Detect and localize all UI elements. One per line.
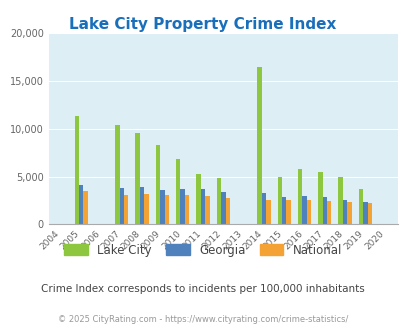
Bar [156,145,160,224]
Bar [180,189,185,224]
Bar [216,179,220,224]
Text: Lake City Property Crime Index: Lake City Property Crime Index [69,16,336,31]
Bar [83,191,87,224]
Bar [362,202,367,224]
Bar [196,174,200,224]
Bar [176,159,180,224]
Bar [302,196,306,224]
Bar [205,196,209,224]
Bar [281,197,286,224]
Bar [79,185,83,224]
Bar [261,193,266,224]
Bar [322,197,326,224]
Bar [75,116,79,224]
Bar [144,194,148,224]
Bar [347,202,351,224]
Bar [225,198,230,224]
Text: © 2025 CityRating.com - https://www.cityrating.com/crime-statistics/: © 2025 CityRating.com - https://www.city… [58,315,347,324]
Bar [200,189,205,224]
Bar [257,67,261,224]
Bar [139,186,144,224]
Bar [367,203,371,224]
Bar [306,200,311,224]
Bar [326,201,331,224]
Bar [185,195,189,224]
Bar [220,192,225,224]
Bar [160,190,164,224]
Bar [119,187,124,224]
Bar [135,134,139,224]
Bar [297,169,301,224]
Bar [115,125,119,224]
Bar [124,195,128,224]
Bar [164,195,169,224]
Bar [338,177,342,224]
Text: Crime Index corresponds to incidents per 100,000 inhabitants: Crime Index corresponds to incidents per… [41,284,364,294]
Bar [342,200,347,224]
Bar [266,200,270,224]
Bar [318,172,322,224]
Bar [286,200,290,224]
Legend: Lake City, Georgia, National: Lake City, Georgia, National [59,239,346,261]
Bar [358,189,362,224]
Bar [277,177,281,224]
